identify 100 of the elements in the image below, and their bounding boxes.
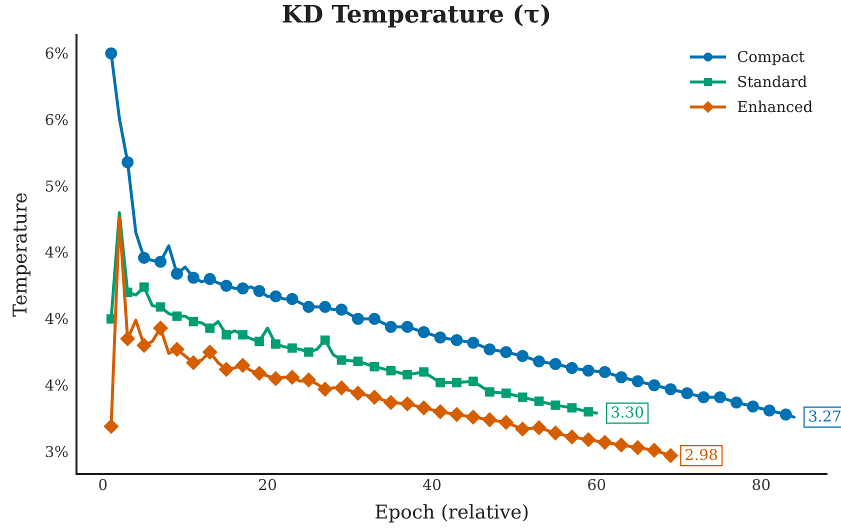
point	[549, 358, 562, 370]
point	[450, 407, 464, 422]
point	[137, 338, 152, 352]
point	[746, 400, 759, 412]
point	[353, 356, 363, 366]
point	[367, 390, 382, 404]
point	[122, 156, 134, 168]
point	[204, 273, 216, 286]
data-label: 2.98	[684, 446, 718, 464]
x-tick-label: 80	[752, 476, 771, 494]
x-axis-title: Epoch (relative)	[374, 502, 530, 524]
point	[205, 323, 215, 333]
point	[139, 282, 149, 292]
point	[567, 403, 577, 413]
point	[154, 256, 167, 268]
point	[698, 391, 710, 404]
point	[419, 367, 429, 377]
point	[351, 386, 365, 400]
point	[236, 282, 249, 294]
point	[564, 430, 579, 444]
point	[548, 426, 562, 440]
point	[482, 412, 497, 427]
point	[681, 387, 694, 400]
point	[632, 375, 644, 388]
point	[252, 366, 266, 380]
point	[730, 396, 742, 409]
point	[402, 370, 412, 380]
data-label: 3.30	[610, 404, 644, 422]
point	[532, 420, 546, 435]
point	[484, 387, 494, 397]
point	[271, 339, 280, 349]
point	[236, 358, 250, 372]
point	[418, 326, 430, 338]
point	[452, 378, 462, 388]
point	[566, 362, 578, 374]
point	[138, 252, 150, 264]
point	[467, 336, 480, 349]
point	[384, 396, 398, 410]
point	[384, 320, 397, 333]
point	[238, 330, 248, 340]
point	[156, 302, 166, 312]
point	[516, 422, 530, 436]
point	[319, 300, 332, 313]
point	[550, 400, 560, 410]
point	[714, 391, 726, 404]
point	[202, 345, 217, 360]
point	[780, 408, 792, 420]
point	[647, 443, 662, 458]
legend-label: Compact	[737, 48, 805, 66]
point	[433, 404, 448, 419]
point	[533, 355, 546, 368]
point	[253, 285, 266, 298]
point	[581, 432, 596, 447]
point	[436, 378, 445, 388]
point	[386, 366, 396, 376]
point	[320, 335, 330, 345]
x-tick-label: 40	[422, 476, 442, 494]
point	[287, 343, 297, 353]
point	[614, 438, 628, 452]
point	[302, 372, 316, 387]
point	[582, 364, 594, 377]
point	[434, 331, 446, 344]
point	[368, 312, 380, 325]
y-tick-label: 4%	[44, 310, 69, 328]
point	[466, 410, 480, 424]
point	[468, 376, 478, 386]
point	[370, 362, 380, 372]
point	[186, 356, 200, 370]
y-tick-label: 6%	[44, 44, 69, 63]
y-tick-label: 3%	[44, 442, 69, 461]
point	[268, 372, 283, 386]
y-tick-label: 5%	[44, 177, 69, 196]
point	[187, 272, 200, 284]
point	[318, 382, 332, 396]
point	[222, 330, 232, 340]
point	[172, 312, 182, 321]
point	[664, 383, 677, 396]
point	[584, 407, 594, 416]
legend-label: Enhanced	[737, 98, 813, 116]
point	[302, 300, 315, 313]
point	[518, 392, 528, 402]
point	[170, 342, 184, 356]
point	[219, 362, 234, 376]
point	[188, 316, 198, 326]
y-tick-label: 4%	[44, 376, 69, 394]
point	[648, 379, 660, 392]
data-label: 3.27	[808, 408, 841, 426]
point	[516, 350, 529, 362]
y-axis-title: Temperature	[9, 192, 32, 317]
x-tick-label: 20	[258, 476, 278, 494]
point	[400, 396, 414, 411]
point	[499, 415, 514, 430]
point	[104, 419, 118, 434]
point	[352, 312, 364, 325]
point	[285, 370, 300, 384]
point	[484, 343, 496, 356]
point	[615, 371, 628, 384]
point	[254, 336, 264, 346]
x-tick-label: 0	[98, 476, 108, 494]
point	[401, 320, 414, 333]
